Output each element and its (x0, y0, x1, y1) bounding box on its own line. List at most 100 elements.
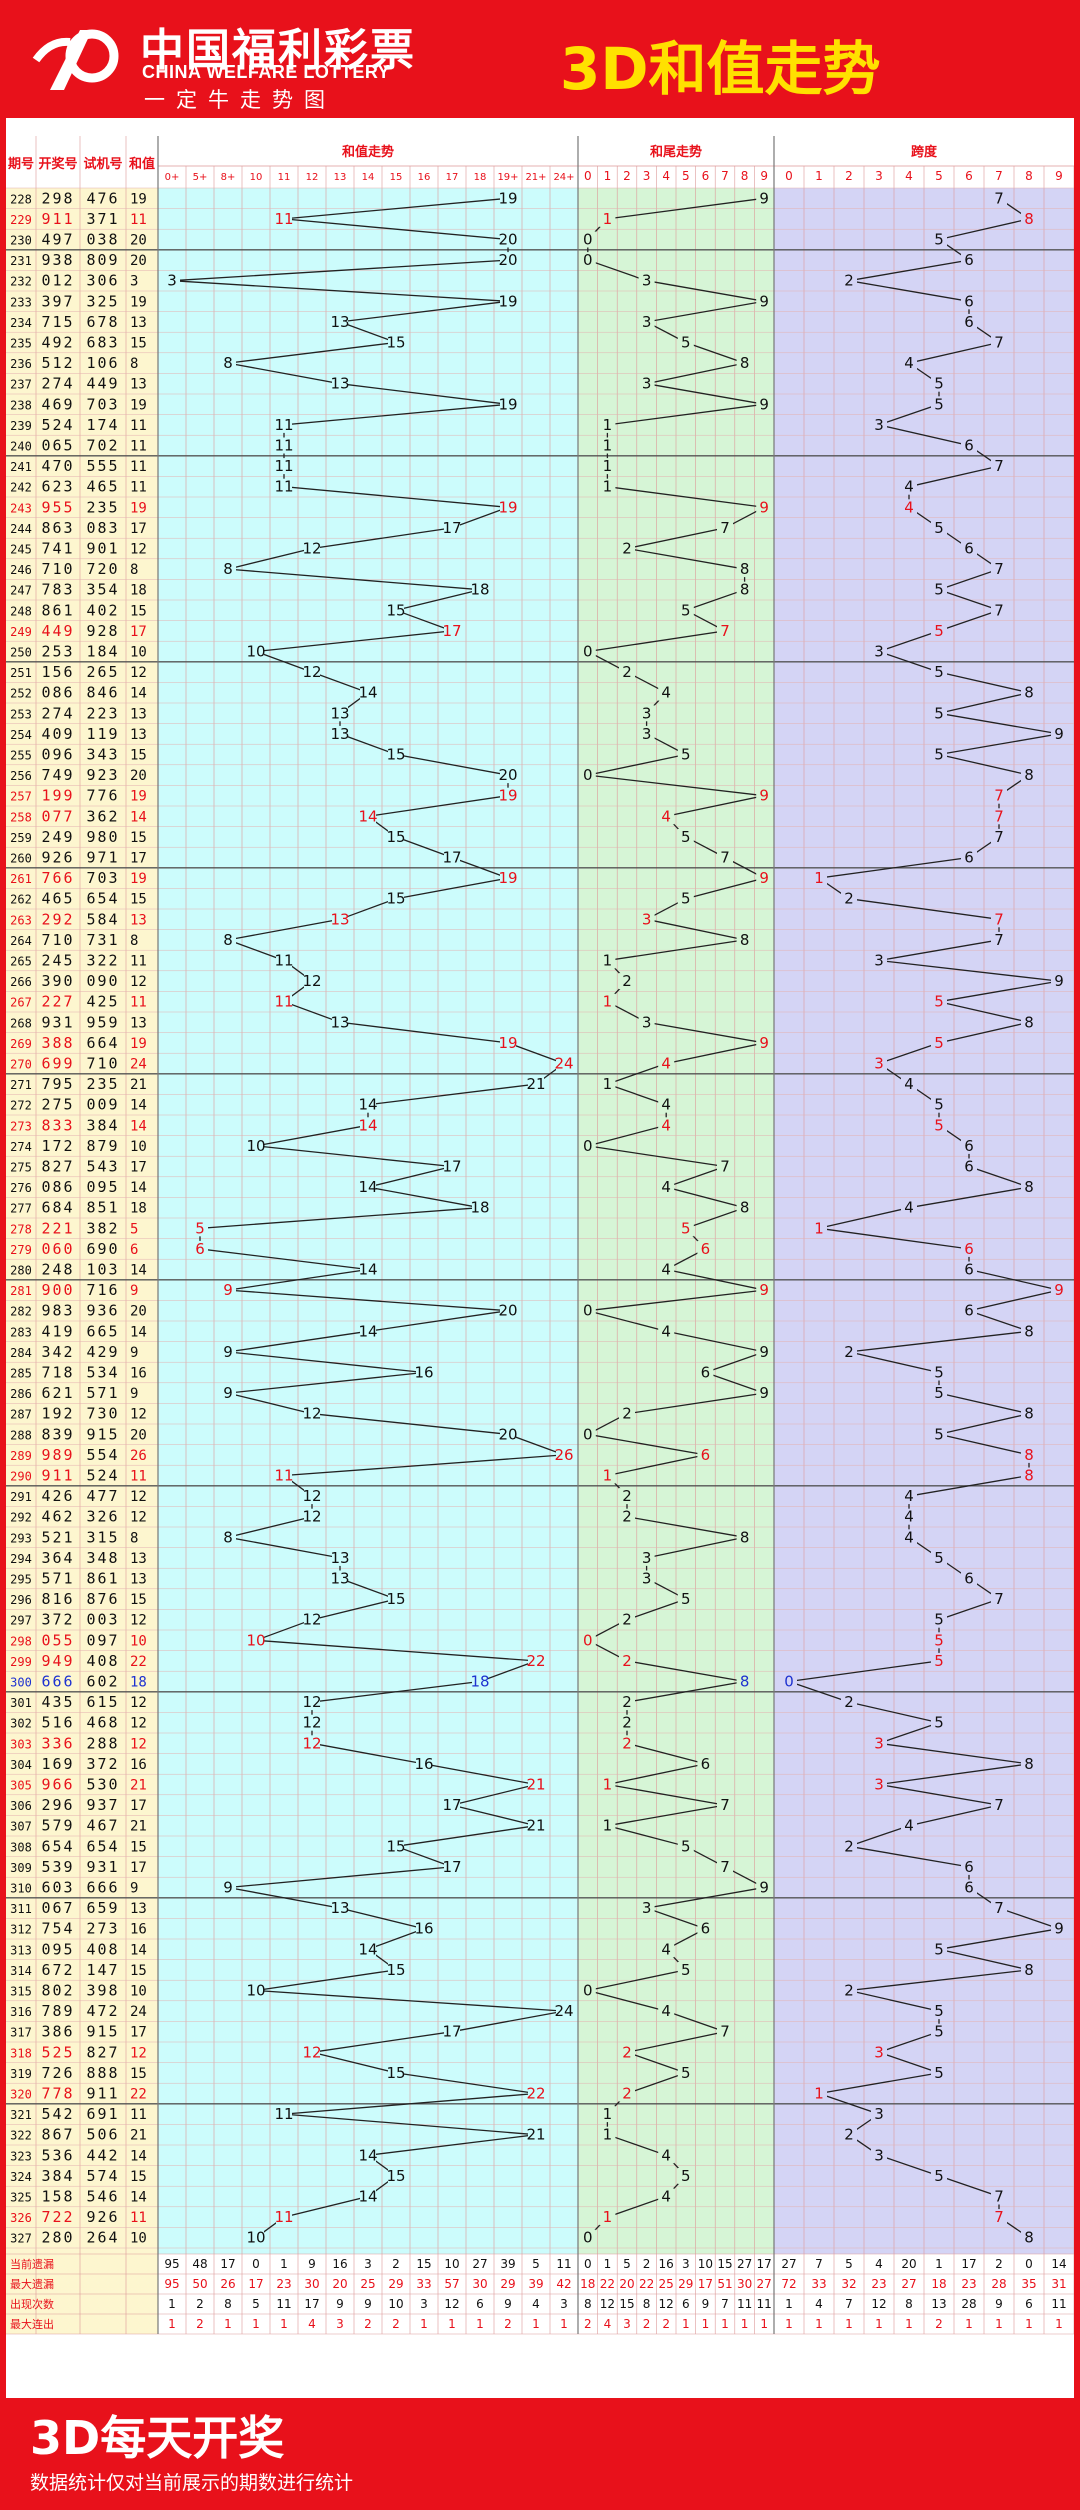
tail-marker-bg (619, 1714, 635, 1731)
draw-number: 497 (41, 231, 74, 249)
sum-value: 20 (130, 768, 147, 784)
span-marker-bg (931, 2023, 947, 2040)
period-number: 248 (10, 604, 32, 618)
stats-value: 1 (875, 2317, 883, 2331)
tail-marker-bg (599, 437, 616, 454)
period-number: 308 (10, 1840, 32, 1854)
trend-chart: 期号 开奖号 试机号 和值 和值走势 0+ 5+ 8+ 10 11 12 13 14 15 16 17 18 19… (6, 118, 1074, 2398)
span-marker: 7 (994, 828, 1004, 846)
period-number: 282 (10, 1305, 32, 1319)
trial-number: 315 (86, 1528, 119, 1546)
span-marker-bg (991, 561, 1007, 578)
period-number: 317 (10, 2026, 32, 2040)
span-marker: 3 (874, 2146, 884, 2164)
trial-number: 555 (86, 457, 119, 475)
sum-marker: 11 (274, 457, 293, 475)
tail-marker-bg (579, 767, 596, 784)
tail-marker-bg (756, 190, 773, 207)
sum-marker: 10 (246, 1137, 265, 1155)
period-number: 289 (10, 1449, 32, 1463)
stats-value: 4 (604, 2317, 612, 2331)
tail-marker: 0 (583, 1302, 593, 1320)
stats-value: 2 (995, 2257, 1003, 2271)
trial-number: 959 (86, 1013, 119, 1031)
stats-value: 22 (600, 2277, 615, 2291)
sum-value: 11 (130, 459, 147, 475)
span-marker: 8 (1024, 1961, 1034, 1979)
column-header-label: 1 (815, 169, 823, 183)
sum-value: 24 (130, 2004, 147, 2020)
tail-marker-bg (599, 1467, 616, 1484)
tail-marker-bg (697, 1446, 714, 1463)
tail-marker: 1 (603, 478, 613, 496)
stats-value: 1 (532, 2317, 540, 2331)
tail-marker: 0 (583, 1137, 593, 1155)
draw-number: 983 (41, 1302, 74, 1320)
span-marker: 2 (844, 1343, 854, 1361)
span-marker: 4 (904, 1508, 914, 1526)
stats-value: 29 (678, 2277, 693, 2291)
sum-value: 11 (130, 418, 147, 434)
tail-marker-bg (579, 231, 596, 248)
period-number: 232 (10, 275, 32, 289)
tail-marker: 4 (661, 1096, 671, 1114)
trial-number: 106 (86, 354, 119, 372)
draw-number: 666 (41, 1673, 74, 1691)
span-marker: 4 (904, 1199, 914, 1217)
tail-marker-bg (579, 1982, 596, 1999)
draw-number: 012 (41, 272, 74, 290)
tail-marker-bg (756, 1343, 773, 1360)
tail-marker: 0 (583, 2229, 593, 2247)
trial-number: 846 (86, 684, 119, 702)
sum-marker: 19 (498, 1034, 517, 1052)
tail-marker-bg (677, 828, 694, 845)
span-marker: 9 (1054, 1920, 1064, 1938)
sum-marker: 15 (386, 746, 405, 764)
span-marker-bg (991, 931, 1007, 948)
period-number: 253 (10, 707, 32, 721)
span-marker-bg (961, 1570, 977, 1587)
tail-marker: 4 (661, 684, 671, 702)
span-marker: 5 (934, 231, 944, 249)
section-title: 和尾走势 (650, 144, 702, 160)
sum-marker: 13 (330, 1570, 349, 1588)
span-marker-bg (931, 1941, 947, 1958)
stats-value: 17 (961, 2257, 976, 2271)
tail-marker-bg (579, 643, 596, 660)
sum-value: 10 (130, 1139, 147, 1155)
trial-number: 097 (86, 1631, 119, 1649)
sum-marker-bg (248, 1632, 264, 1649)
column-header-label: 3 (875, 169, 883, 183)
column-header-label: 11 (278, 172, 291, 183)
span-marker-bg (961, 1879, 977, 1896)
sum-marker: 12 (302, 1405, 321, 1423)
tail-marker-bg (717, 1858, 733, 1875)
stats-value: 3 (364, 2257, 372, 2271)
stats-value: 11 (276, 2297, 291, 2311)
draw-number: 426 (41, 1487, 74, 1505)
stats-value: 14 (1051, 2257, 1066, 2271)
period-number: 307 (10, 1820, 32, 1834)
period-number: 264 (10, 934, 32, 948)
span-marker: 6 (964, 1137, 974, 1155)
trial-number: 467 (86, 1817, 119, 1835)
draw-number: 192 (41, 1405, 74, 1423)
tail-marker: 2 (622, 663, 632, 681)
span-marker: 8 (1024, 1467, 1034, 1485)
trial-number: 408 (86, 1652, 119, 1670)
sum-value: 14 (130, 1942, 147, 1958)
sum-marker: 17 (442, 622, 461, 640)
stats-value: 3 (560, 2297, 568, 2311)
sum-marker-bg (304, 1508, 320, 1525)
draw-number: 525 (41, 2043, 74, 2061)
sum-marker: 18 (470, 1199, 489, 1217)
sum-marker-bg (472, 1199, 488, 1216)
stats-value: 1 (905, 2317, 913, 2331)
column-header-label: 3 (643, 169, 651, 183)
span-marker: 2 (844, 1693, 854, 1711)
span-marker: 7 (994, 787, 1004, 805)
span-marker-bg (931, 622, 947, 639)
trial-number: 666 (86, 1879, 119, 1897)
tail-marker: 0 (583, 231, 593, 249)
sum-marker-bg (332, 375, 348, 392)
